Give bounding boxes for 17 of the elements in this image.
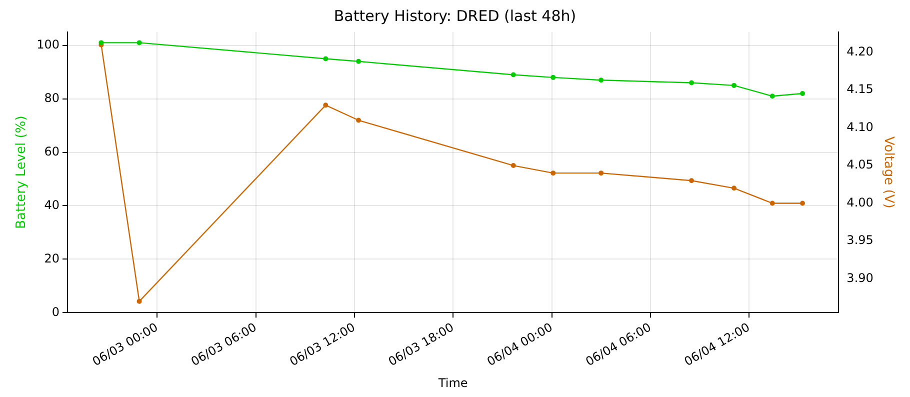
y-tick-label: 40 — [44, 198, 60, 212]
y-tick-label: 20 — [44, 251, 60, 266]
y2-tick-label: 3.90 — [846, 270, 874, 285]
y2-tick-label: 4.10 — [846, 120, 874, 134]
y-tick-label: 80 — [44, 90, 60, 105]
y2-tick-label: 4.20 — [846, 44, 874, 58]
y2-axis-title: Voltage (V) — [880, 136, 896, 208]
x-axis-title: Time — [437, 376, 468, 390]
y-tick-label: 100 — [36, 37, 60, 52]
y-tick-label: 0 — [52, 304, 60, 319]
y2-tick-label: 4.05 — [846, 158, 874, 172]
y2-tick-label: 3.95 — [846, 233, 874, 248]
y2-tick-label: 4.15 — [846, 82, 874, 96]
chart-title: Battery History: DRED (last 48h) — [334, 6, 576, 25]
y2-tick-label: 4.00 — [846, 195, 874, 210]
y-axis-title: Battery Level (%) — [14, 116, 30, 229]
y-tick-label: 60 — [44, 144, 60, 158]
